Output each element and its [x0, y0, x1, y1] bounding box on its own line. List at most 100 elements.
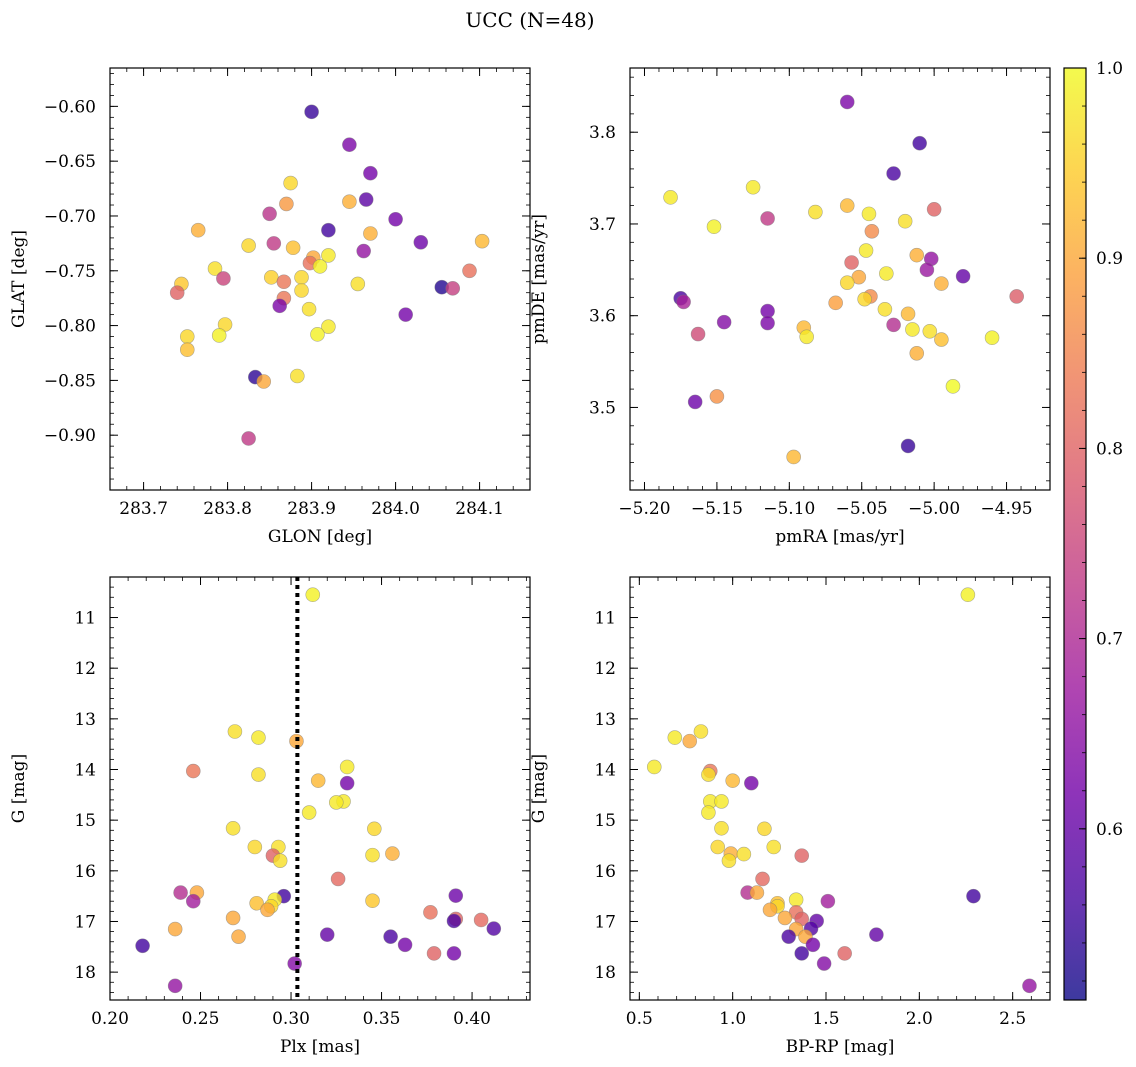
data-point [844, 255, 859, 270]
data-point [864, 224, 880, 239]
data-point [446, 913, 462, 929]
data-point [247, 839, 263, 855]
data-point [955, 268, 971, 284]
data-point [367, 821, 382, 837]
data-point [356, 243, 371, 259]
colorbar: 0.6 0.7 0.8 0.9 1.0 [1063, 59, 1123, 1001]
data-point [294, 270, 309, 285]
data-point [241, 431, 256, 446]
data-point [757, 821, 772, 837]
y-tick-label: 14 [74, 761, 96, 781]
data-point [365, 893, 380, 909]
data-point [794, 946, 810, 961]
y-tick-label: −0.60 [44, 97, 96, 117]
data-point [256, 374, 272, 389]
y-tick-label: 13 [594, 710, 616, 730]
data-point [301, 805, 317, 820]
plot-frame [629, 67, 1051, 491]
data-point [279, 196, 294, 212]
data-point [225, 910, 241, 926]
data-point [1009, 289, 1024, 304]
data-point [839, 94, 855, 110]
y-axis-label: GLAT [deg] [9, 230, 29, 328]
data-point [241, 238, 256, 253]
y-tick-label: 18 [594, 963, 616, 983]
data-point [305, 587, 321, 603]
y-tick-label: 16 [594, 862, 616, 882]
data-point [966, 888, 981, 904]
data-point [310, 327, 325, 342]
data-point [328, 795, 344, 810]
data-point [185, 763, 201, 779]
data-point [749, 885, 765, 900]
y-tick-label: 12 [594, 659, 616, 679]
data-point [762, 902, 778, 918]
data-point [350, 276, 366, 292]
data-point [781, 929, 796, 944]
data-point [926, 201, 942, 217]
x-tick-label: 284.0 [371, 499, 420, 519]
data-point [736, 846, 752, 862]
data-point [462, 263, 477, 279]
data-point [909, 247, 925, 263]
data-point [190, 222, 206, 238]
data-point [312, 259, 328, 274]
plot-frame [109, 576, 531, 1001]
data-point [663, 190, 678, 205]
scatter-panel-4: 0.5 1.0 1.5 2.0 2.5 11 12 13 14 15 16 17 18 BP-RP [ma… [529, 576, 1051, 1057]
data-point [283, 175, 298, 191]
data-point [339, 775, 355, 791]
data-point [294, 283, 309, 298]
y-tick-label: −0.90 [44, 426, 96, 446]
data-points [646, 587, 1037, 994]
data-point [272, 298, 287, 314]
data-point [886, 317, 901, 333]
data-point [816, 956, 832, 971]
data-points [169, 104, 490, 446]
data-point [426, 946, 442, 961]
data-point [225, 820, 241, 836]
scatter-panel-2: −5.20 −5.15 −5.10 −5.05 −5.00 −4.95 3.5 3.6 3.7 3… [529, 67, 1051, 547]
data-point [682, 733, 698, 749]
data-point [227, 724, 243, 739]
data-point [266, 236, 282, 251]
x-tick-label: 0.25 [182, 1009, 220, 1029]
x-tick-label: 284.1 [455, 499, 504, 519]
x-tick-label: 0.35 [363, 1009, 401, 1029]
y-tick-label: 15 [594, 811, 616, 831]
x-tick-label: 2.0 [906, 1009, 933, 1029]
data-point [861, 206, 877, 222]
x-tick-label: −5.10 [763, 499, 815, 519]
x-tick-label: 2.5 [999, 1009, 1026, 1029]
scatter-panel-1: 283.7 283.8 283.9 284.0 284.1 −0.60 −0.65 −0.70… [9, 67, 531, 547]
data-point [319, 927, 335, 942]
figure-title: UCC (N=48) [465, 8, 594, 32]
data-point [179, 342, 195, 358]
data-point [766, 839, 782, 855]
data-point [839, 275, 855, 290]
data-point [388, 211, 403, 227]
data-point [744, 775, 759, 791]
x-tick-label: 283.7 [119, 499, 168, 519]
y-tick-label: 17 [594, 912, 616, 932]
x-axis-label: pmRA [mas/yr] [775, 527, 904, 547]
data-point [486, 921, 502, 936]
y-tick-label: 3.8 [589, 123, 616, 143]
y-axis-label: pmDE [mas/yr] [529, 214, 549, 344]
data-point [905, 322, 920, 337]
y-tick-label: −0.70 [44, 207, 96, 227]
data-point [839, 198, 855, 213]
data-point [397, 937, 413, 953]
y-tick-label: 3.6 [589, 307, 616, 327]
data-point [342, 137, 357, 153]
x-tick-label: −4.95 [980, 499, 1032, 519]
data-point [263, 270, 279, 285]
data-point [287, 956, 302, 971]
data-point [877, 301, 893, 317]
data-point [342, 194, 357, 210]
data-point [211, 328, 227, 343]
data-point [646, 759, 662, 775]
x-tick-label: −5.20 [618, 499, 670, 519]
colorbar-gradient [1063, 67, 1087, 1001]
x-tick-label: −5.00 [908, 499, 960, 519]
